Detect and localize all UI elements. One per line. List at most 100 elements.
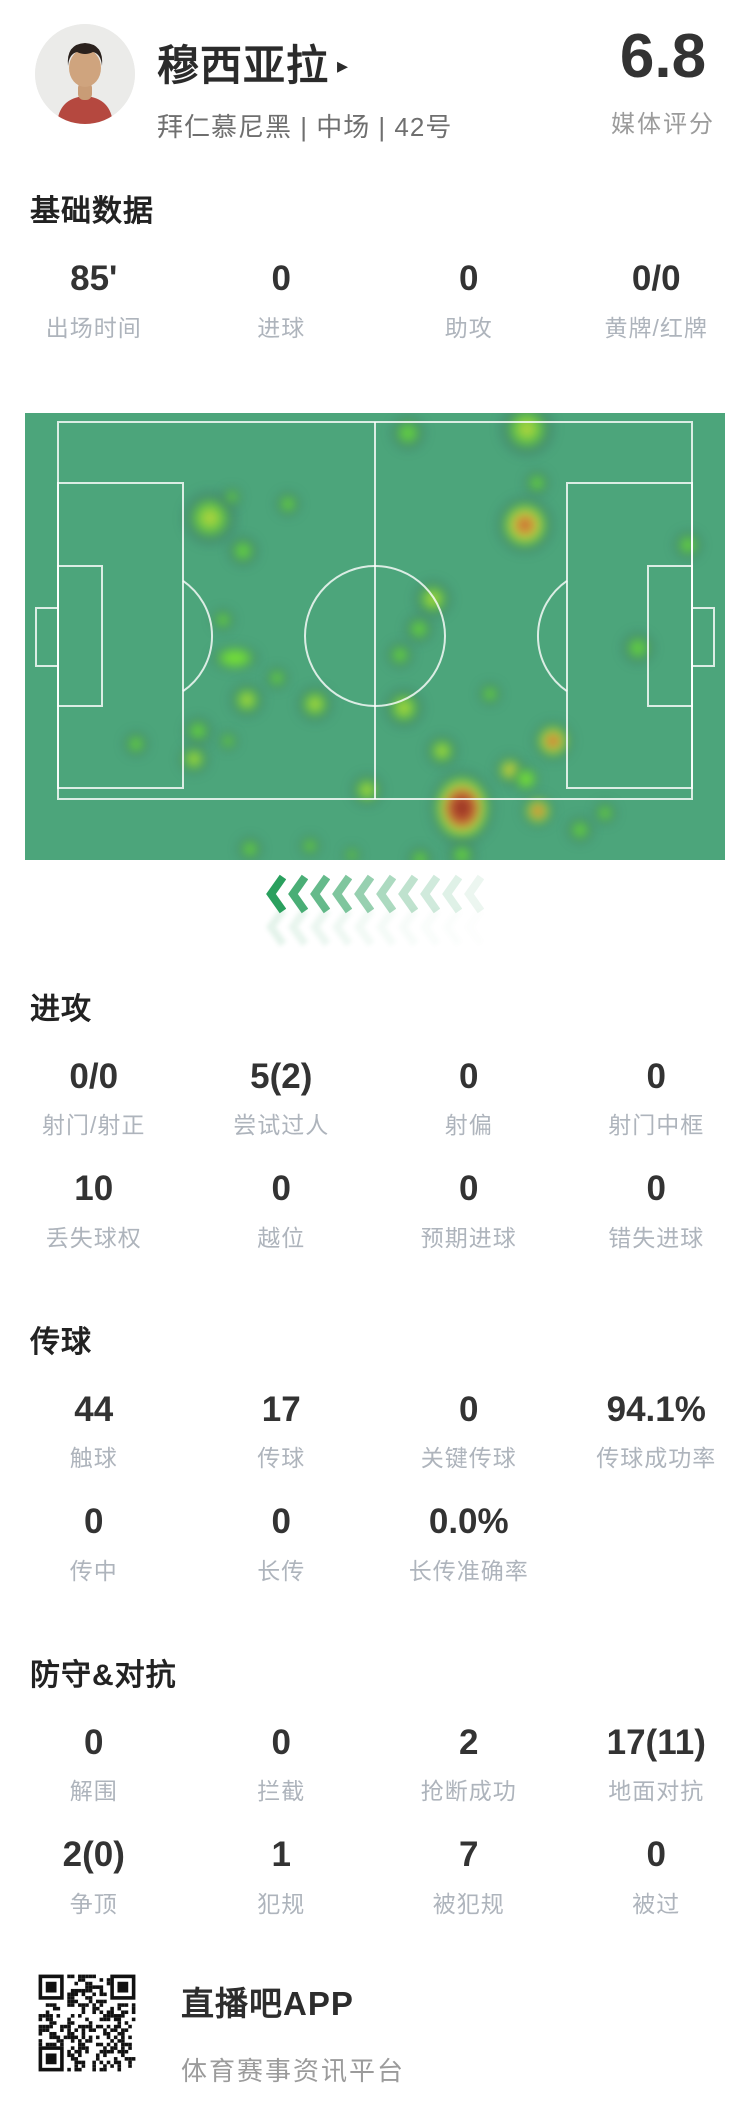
stat-row: 10 丢失球权 0 越位 0 预期进球 0 错失进球 (0, 1170, 750, 1253)
section-grids-attack: 0/0 射门/射正 5(2) 尝试过人 0 射偏 0 射门中框 10 丢失球权 … (0, 1058, 750, 1253)
stat-value: 0 (563, 1836, 750, 1875)
stat-value: 2(0) (0, 1836, 188, 1875)
stat-cell: 0.0% 长传准确率 (375, 1503, 563, 1586)
stat-value: 0 (375, 1391, 563, 1430)
stat-cell: 0 射偏 (375, 1058, 563, 1141)
stat-label: 关键传球 (375, 1439, 563, 1473)
player-name-row[interactable]: 穆西亚拉 ▸ (157, 32, 611, 93)
stat-row: 0 解围 0 拦截 2 抢断成功 17(11) 地面对抗 (0, 1724, 750, 1807)
app-name: 直播吧APP (181, 1977, 405, 2025)
chevron-left-icon (288, 907, 308, 947)
stat-row: 85' 出场时间 0 进球 0 助攻 0/0 黄牌/红牌 (0, 260, 750, 343)
stat-label: 射门/射正 (0, 1106, 188, 1140)
stat-cell: 0 解围 (0, 1724, 188, 1807)
stat-value: 0 (188, 1724, 376, 1763)
stat-value: 85' (0, 260, 188, 299)
stat-value: 0 (0, 1503, 188, 1542)
stat-cell: 94.1% 传球成功率 (563, 1391, 750, 1474)
stat-label: 被犯规 (375, 1885, 563, 1919)
stat-label: 预期进球 (375, 1219, 563, 1253)
app-tagline: 体育赛事资讯平台 (181, 2051, 405, 2088)
stat-cell: 0 射门中框 (563, 1058, 750, 1141)
chevron-left-icon (464, 907, 484, 947)
section-title-defense: 防守&对抗 (30, 1650, 750, 1694)
avatar[interactable] (35, 24, 135, 124)
stat-cell: 85' 出场时间 (0, 260, 188, 343)
stat-label: 拦截 (188, 1772, 376, 1806)
stat-cell: 0 错失进球 (563, 1170, 750, 1253)
stat-label: 助攻 (375, 309, 563, 343)
stat-value: 0.0% (375, 1503, 563, 1542)
stat-label: 犯规 (188, 1885, 376, 1919)
stat-value: 94.1% (563, 1391, 750, 1430)
player-photo (35, 24, 135, 124)
stat-label: 地面对抗 (563, 1772, 750, 1806)
stat-row: 44 触球 17 传球 0 关键传球 94.1% 传球成功率 (0, 1391, 750, 1474)
stat-cell: 1 犯规 (188, 1836, 376, 1919)
player-name: 穆西亚拉 (157, 32, 329, 93)
stat-value: 0 (375, 260, 563, 299)
section-title-attack: 进攻 (30, 984, 750, 1028)
stat-value: 7 (375, 1836, 563, 1875)
stat-value: 17 (188, 1391, 376, 1430)
stat-value: 0 (563, 1058, 750, 1097)
section-title-basic: 基础数据 (30, 186, 750, 230)
stat-label: 错失进球 (563, 1219, 750, 1253)
stat-value: 0/0 (0, 1058, 188, 1097)
stat-label: 传球成功率 (563, 1439, 750, 1473)
stat-value: 0 (563, 1170, 750, 1209)
stat-cell: 17 传球 (188, 1391, 376, 1474)
chevron-left-icon (354, 907, 374, 947)
chevron-left-icon (420, 907, 440, 947)
attack-arrows-reflection (0, 912, 750, 942)
stat-label: 越位 (188, 1219, 376, 1253)
chevron-left-icon (332, 907, 352, 947)
stat-cell: 0/0 黄牌/红牌 (563, 260, 750, 343)
stat-value: 0 (188, 1503, 376, 1542)
stat-cell: 0 进球 (188, 260, 376, 343)
stat-cell: 0 传中 (0, 1503, 188, 1586)
chevron-left-icon (310, 907, 330, 947)
stat-row: 0/0 射门/射正 5(2) 尝试过人 0 射偏 0 射门中框 (0, 1058, 750, 1141)
media-rating: 6.8 媒体评分 (611, 24, 715, 139)
qr-code (35, 1971, 139, 2075)
stat-cell: 44 触球 (0, 1391, 188, 1474)
chevron-right-icon: ▸ (337, 53, 348, 79)
section-grids-basic: 85' 出场时间 0 进球 0 助攻 0/0 黄牌/红牌 (0, 260, 750, 343)
stat-label: 黄牌/红牌 (563, 309, 750, 343)
stat-label: 传球 (188, 1439, 376, 1473)
stat-value: 10 (0, 1170, 188, 1209)
stat-label: 触球 (0, 1439, 188, 1473)
stat-value: 2 (375, 1724, 563, 1763)
stat-cell: 2 抢断成功 (375, 1724, 563, 1807)
app-info: 直播吧APP 体育赛事资讯平台 (181, 1971, 405, 2088)
stat-value: 5(2) (188, 1058, 376, 1097)
stat-cell: 7 被犯规 (375, 1836, 563, 1919)
stat-label: 抢断成功 (375, 1772, 563, 1806)
stat-label: 传中 (0, 1552, 188, 1586)
rating-value: 6.8 (611, 26, 715, 88)
team-position-number: 拜仁慕尼黑 | 中场 | 42号 (157, 107, 611, 144)
heatmap-pitch (25, 413, 725, 860)
stat-label: 进球 (188, 309, 376, 343)
chevron-left-icon (266, 907, 286, 947)
pitch-lines (25, 413, 725, 860)
stat-cell: 0 关键传球 (375, 1391, 563, 1474)
chevron-left-icon (376, 907, 396, 947)
stat-cell: 0 助攻 (375, 260, 563, 343)
stat-cell: 17(11) 地面对抗 (563, 1724, 750, 1807)
stat-cell: 5(2) 尝试过人 (188, 1058, 376, 1141)
stat-label: 射偏 (375, 1106, 563, 1140)
rating-label: 媒体评分 (611, 104, 715, 139)
stat-label: 丢失球权 (0, 1219, 188, 1253)
stat-label: 长传 (188, 1552, 376, 1586)
stat-value: 0 (188, 260, 376, 299)
stat-cell: 0 拦截 (188, 1724, 376, 1807)
stat-cell: 0 越位 (188, 1170, 376, 1253)
stat-label: 解围 (0, 1772, 188, 1806)
stat-label: 出场时间 (0, 309, 188, 343)
stat-cell: 0 长传 (188, 1503, 376, 1586)
stat-cell: 0/0 射门/射正 (0, 1058, 188, 1141)
stat-value: 0 (375, 1058, 563, 1097)
